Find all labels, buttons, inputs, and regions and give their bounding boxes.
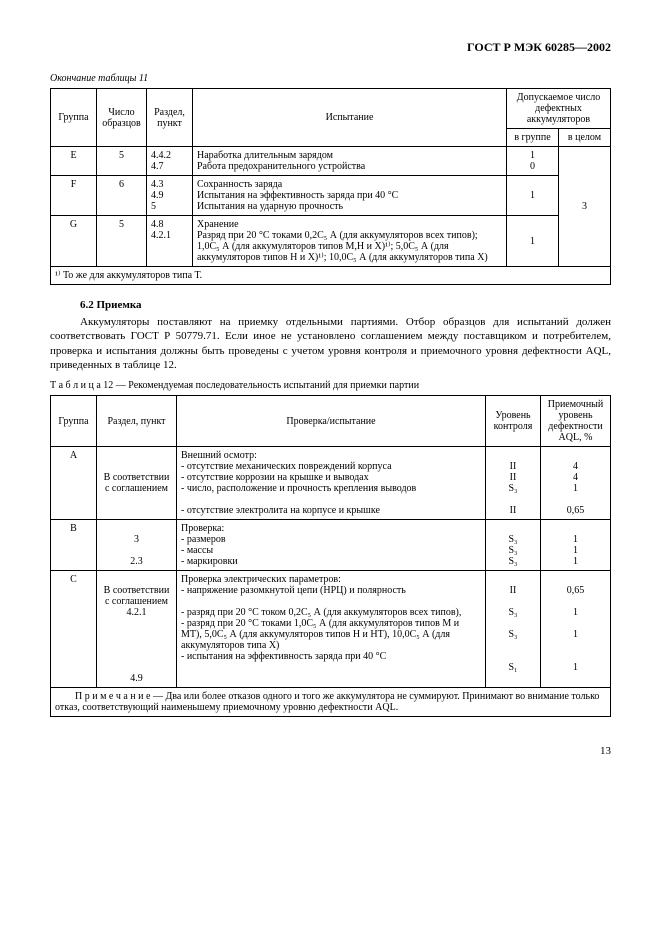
t11-e-samples: 5 — [97, 147, 147, 176]
document-id: ГОСТ Р МЭК 60285—2002 — [50, 40, 611, 55]
table-row: A В соответствии с соглашением Внешний о… — [51, 447, 611, 520]
t12-b-group: B — [51, 520, 97, 571]
t12-note: П р и м е ч а н и е — Два или более отка… — [51, 688, 611, 717]
t12-h-level: Уровень контроля — [486, 396, 541, 447]
t11-e-section: 4.4.2 4.7 — [147, 147, 193, 176]
t12-a-aql: 4 4 1 0,65 — [541, 447, 611, 520]
t11-g-test: Хранение Разряд при 20 °С токами 0,2C₅ А… — [193, 216, 507, 267]
table-row: B 3 2.3 Проверка: - размеров - массы - м… — [51, 520, 611, 571]
section-6-2-title: 6.2 Приемка — [80, 299, 611, 311]
t11-e-group: E — [51, 147, 97, 176]
t11-h-ingroup: в группе — [507, 129, 559, 147]
t12-b-aql: 1 1 1 — [541, 520, 611, 571]
t12-c-level: II S₃ S₃ S₁ — [486, 571, 541, 688]
table-row: G 5 4.8 4.2.1 Хранение Разряд при 20 °С … — [51, 216, 611, 267]
table-row: E 5 4.4.2 4.7 Наработка длительным заряд… — [51, 147, 611, 176]
t12-c-group: C — [51, 571, 97, 688]
t11-h-group: Группа — [51, 89, 97, 147]
t11-e-total: 3 — [559, 147, 611, 267]
t11-f-section: 4.3 4.9 5 — [147, 176, 193, 216]
t12-b-level: S₃ S₃ S₃ — [486, 520, 541, 571]
t11-g-group: G — [51, 216, 97, 267]
t11-h-test: Испытание — [193, 89, 507, 147]
t11-h-section: Раздел, пункт — [147, 89, 193, 147]
table-row: F 6 4.3 4.9 5 Сохранность заряда Испытан… — [51, 176, 611, 216]
t12-a-group: A — [51, 447, 97, 520]
t12-c-section: В соответствии с соглашением 4.2.1 4.9 — [97, 571, 177, 688]
t12-a-section: В соответствии с соглашением — [97, 447, 177, 520]
t11-h-intotal: в целом — [559, 129, 611, 147]
t11-e-ingroup: 1 0 — [507, 147, 559, 176]
t11-footnote: ¹⁾ То же для аккумуляторов типа Т. — [51, 267, 611, 285]
t11-e-test: Наработка длительным зарядом Работа пред… — [193, 147, 507, 176]
table11-caption: Окончание таблицы 11 — [50, 73, 611, 84]
t12-b-section: 3 2.3 — [97, 520, 177, 571]
t12-a-level: II II S₃ II — [486, 447, 541, 520]
t11-g-ingroup: 1 — [507, 216, 559, 267]
t12-h-test: Проверка/испытание — [177, 396, 486, 447]
t11-f-group: F — [51, 176, 97, 216]
t11-g-samples: 5 — [97, 216, 147, 267]
t12-h-group: Группа — [51, 396, 97, 447]
t11-f-samples: 6 — [97, 176, 147, 216]
table-11: Группа Число образцов Раздел, пункт Испы… — [50, 88, 611, 285]
t12-h-section: Раздел, пункт — [97, 396, 177, 447]
t11-h-samples: Число образцов — [97, 89, 147, 147]
section-6-2-text: Аккумуляторы поставляют на приемку отдел… — [50, 315, 611, 372]
t12-h-aql: Приемочный уровень дефектности AQL, % — [541, 396, 611, 447]
page-number: 13 — [50, 745, 611, 757]
table-12: Группа Раздел, пункт Проверка/испытание … — [50, 395, 611, 717]
table12-caption: Т а б л и ц а 12 — Рекомендуемая последо… — [50, 380, 611, 391]
t12-c-test: Проверка электрических параметров: - нап… — [177, 571, 486, 688]
t12-c-aql: 0,65 1 1 1 — [541, 571, 611, 688]
t12-b-test: Проверка: - размеров - массы - маркировк… — [177, 520, 486, 571]
t12-a-test: Внешний осмотр: - отсутствие механически… — [177, 447, 486, 520]
table-row: C В соответствии с соглашением 4.2.1 4.9… — [51, 571, 611, 688]
t11-h-defect: Допускаемое число дефектных аккумуляторо… — [507, 89, 611, 129]
t11-g-section: 4.8 4.2.1 — [147, 216, 193, 267]
t11-f-test: Сохранность заряда Испытания на эффектив… — [193, 176, 507, 216]
t11-f-ingroup: 1 — [507, 176, 559, 216]
